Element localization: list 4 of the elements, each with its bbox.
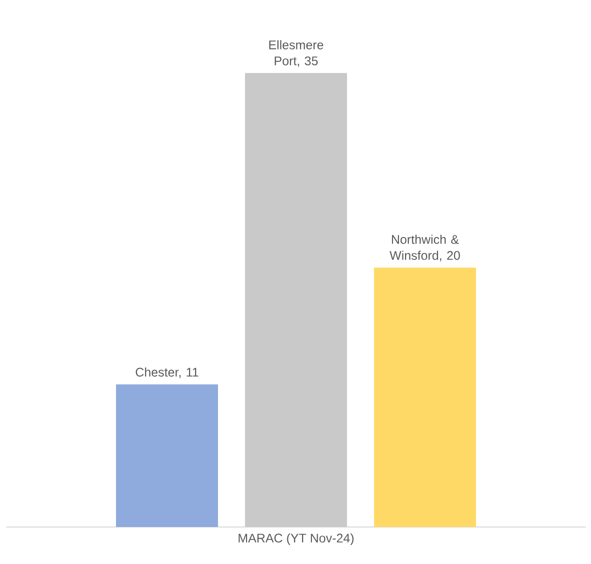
data-label: Northwich & Winsford, 20 (390, 234, 460, 262)
data-label: Chester, 11 (136, 367, 198, 378)
data-label: Ellesmere Port, 35 (269, 40, 324, 67)
x-axis-title: MARAC (YT Nov-24) (238, 533, 354, 546)
